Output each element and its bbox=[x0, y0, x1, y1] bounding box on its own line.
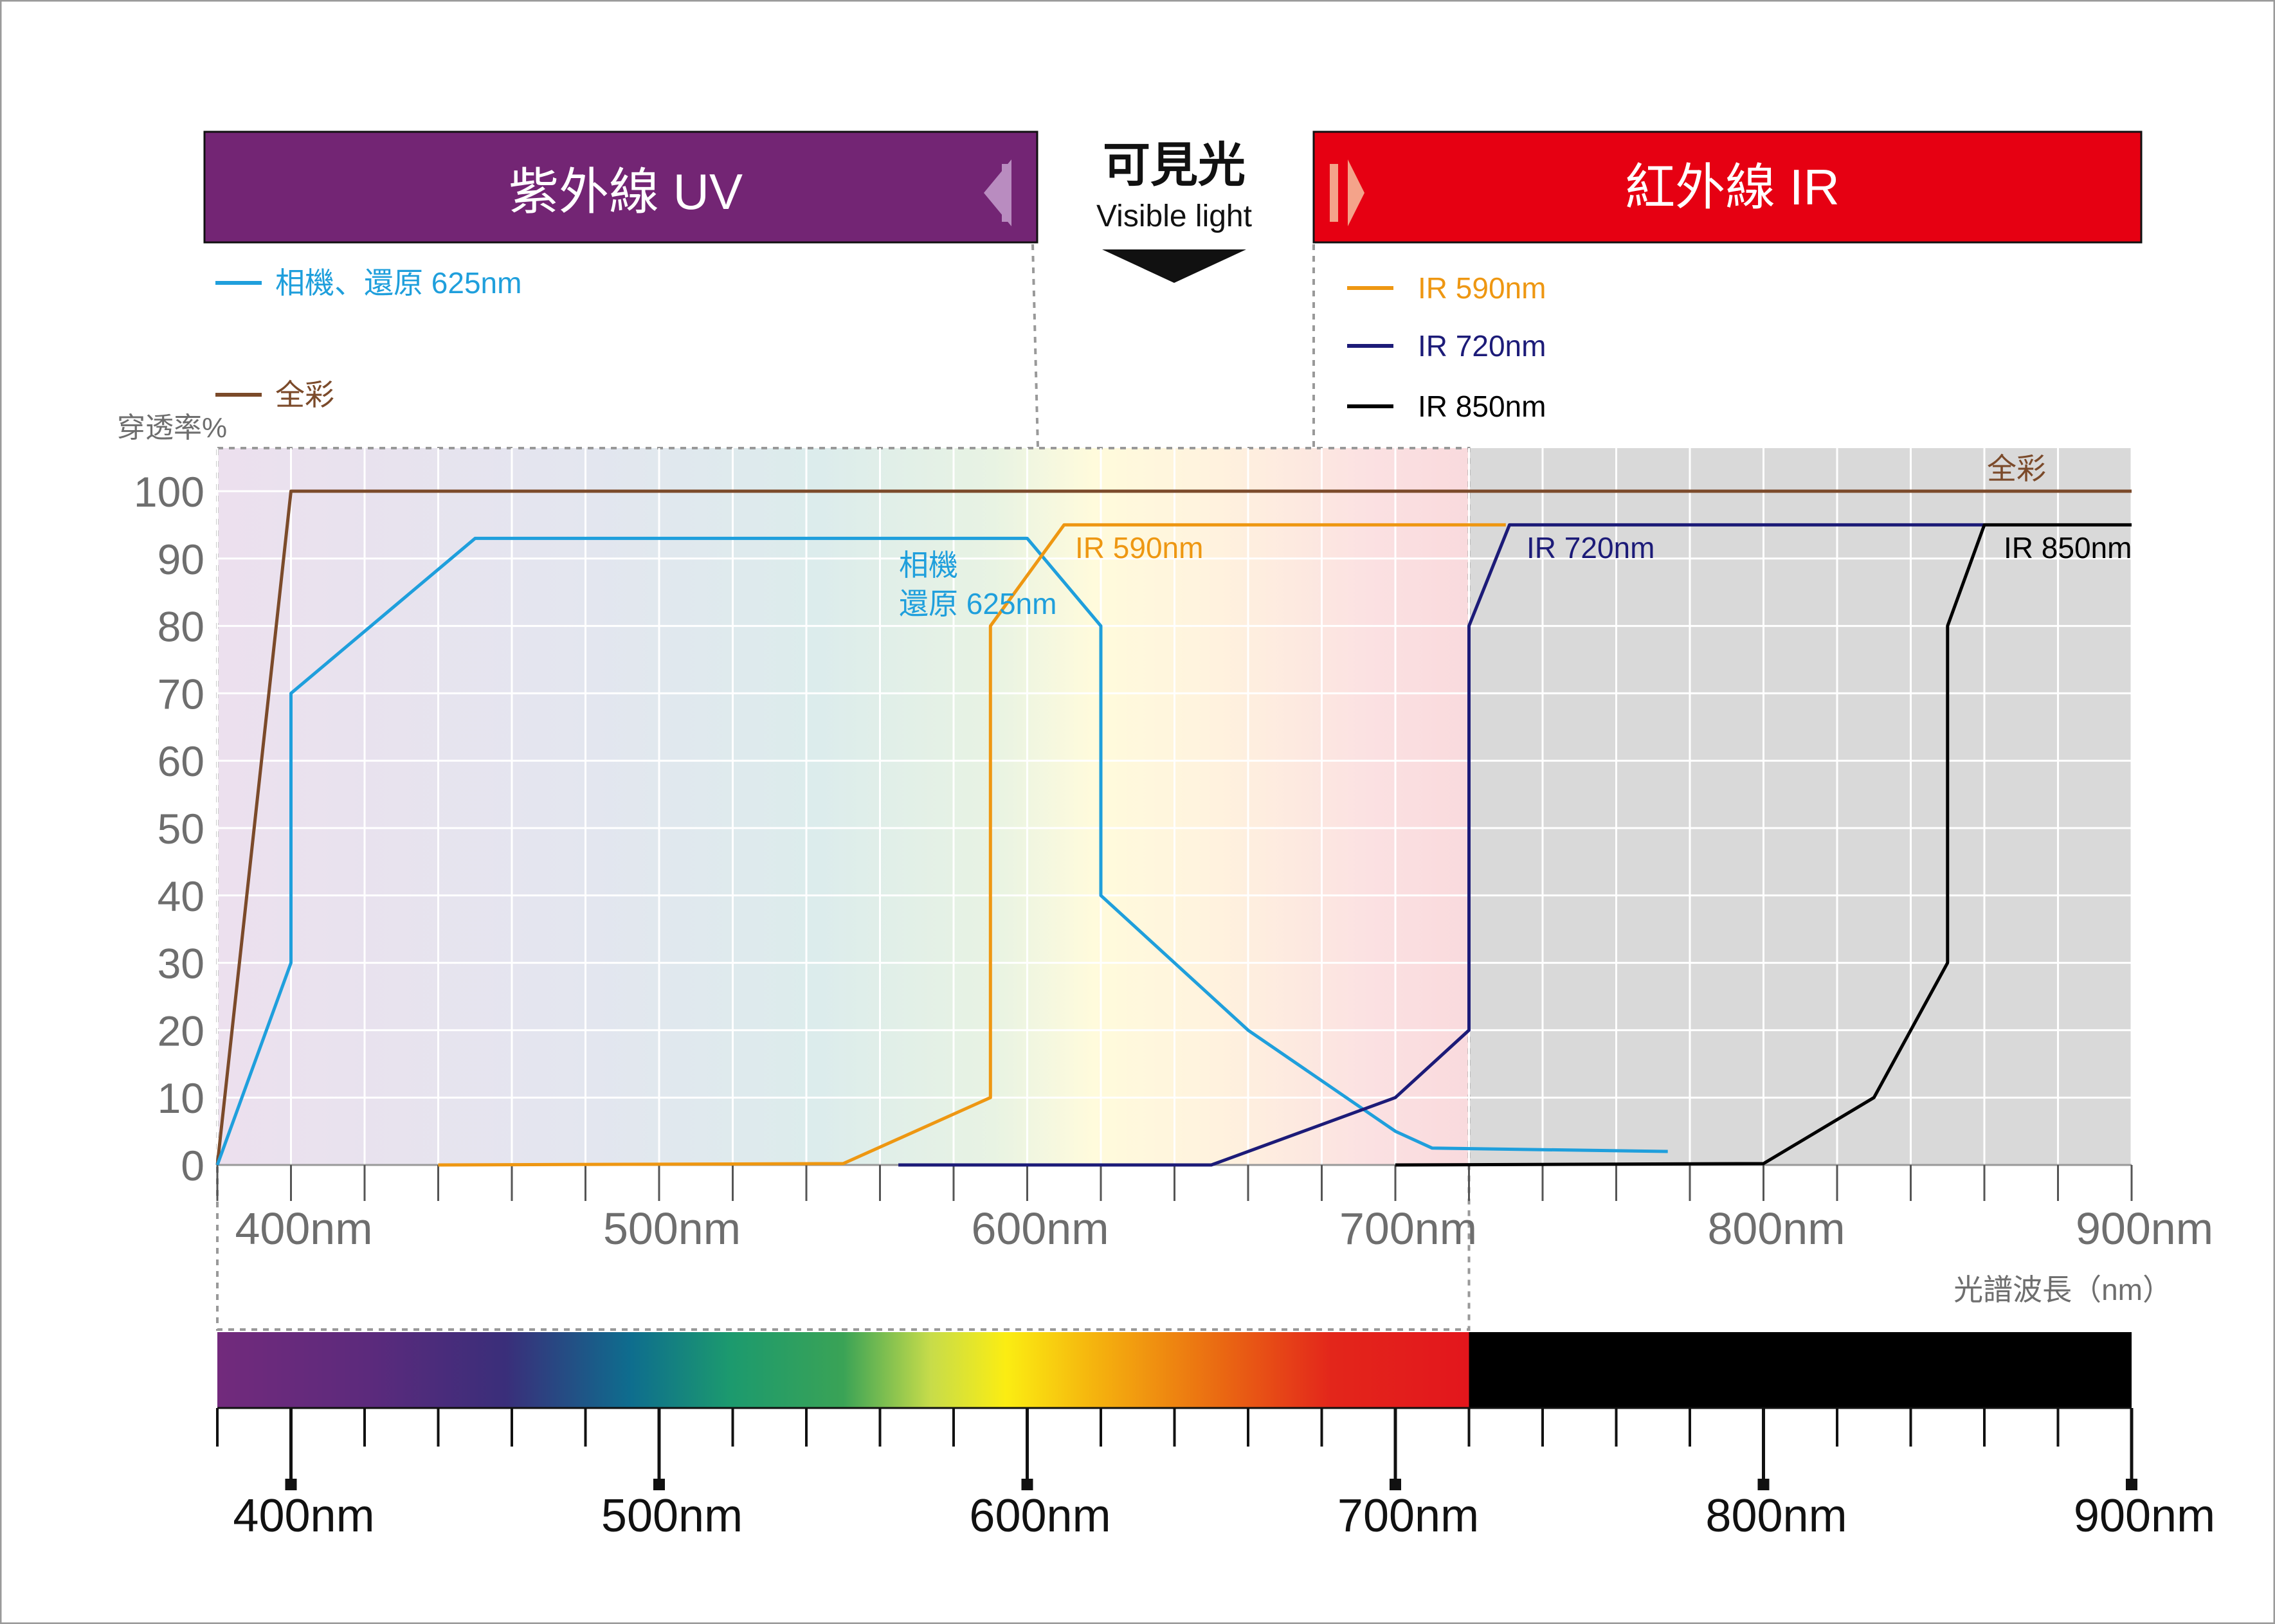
spectrum-bar-ir bbox=[1469, 1332, 2132, 1408]
legend-label: IR 590nm bbox=[1418, 271, 1546, 305]
spectrum-tick-marker bbox=[1757, 1479, 1770, 1490]
spectrum-tick-label: 400nm bbox=[233, 1490, 374, 1542]
uv-banner bbox=[203, 131, 1038, 244]
legend-item-ir720: IR 720nm bbox=[1347, 329, 1546, 363]
uv-banner-label: 紫外線 UV bbox=[509, 163, 743, 220]
series-line-camera_restore bbox=[215, 536, 1668, 1166]
axes: 0 10 20 30 40 50 60 70 80 90 100 400nm 500nm 600nm 700… bbox=[134, 468, 2213, 1254]
series-line-ir590 bbox=[438, 523, 1506, 1167]
y-tick-label: 100 bbox=[134, 468, 204, 516]
x-tick-label: 400nm bbox=[235, 1204, 372, 1254]
spectrum-tick-label: 500nm bbox=[601, 1490, 743, 1542]
y-tick-label: 50 bbox=[158, 805, 204, 853]
y-tick-label: 80 bbox=[158, 603, 204, 651]
ir-banner bbox=[1312, 131, 2143, 244]
y-tick-label: 40 bbox=[158, 872, 204, 920]
x-tick-label: 800nm bbox=[1707, 1204, 1845, 1254]
visible-light-subtitle: Visible light bbox=[1096, 199, 1252, 233]
series-label-ir850: IR 850nm bbox=[2004, 531, 2132, 564]
y-axis-label: 穿透率% bbox=[117, 412, 227, 444]
y-tick-label: 10 bbox=[158, 1074, 204, 1122]
series-label-ir590: IR 590nm bbox=[1075, 531, 1203, 564]
x-tick-label: 500nm bbox=[603, 1204, 741, 1254]
spectrum-tick-label: 700nm bbox=[1337, 1490, 1479, 1542]
visible-light-title: 可見光 bbox=[1103, 138, 1246, 192]
legend-item-ir850: IR 850nm bbox=[1347, 390, 1546, 423]
y-tick-label: 0 bbox=[181, 1142, 204, 1189]
x-tick-label: 600nm bbox=[971, 1204, 1109, 1254]
spectrum-tick-label: 600nm bbox=[969, 1490, 1110, 1542]
series-label-camera_restore: 相機 bbox=[899, 548, 958, 582]
spectrum-tick-marker bbox=[1021, 1479, 1033, 1490]
y-tick-label: 30 bbox=[158, 940, 204, 988]
visible-light-arrow-icon bbox=[1102, 249, 1246, 283]
ir-banner-label: 紅外線 IR bbox=[1625, 159, 1840, 215]
spectrum-ticks: 400nm 500nm 600nm 700nm 800nm 900nm bbox=[216, 1407, 2215, 1542]
y-tick-label: 90 bbox=[158, 536, 204, 583]
y-tick-label: 70 bbox=[158, 670, 204, 717]
series-line-full_color bbox=[215, 489, 2132, 1166]
x-tick-label: 700nm bbox=[1339, 1204, 1477, 1254]
spectrum-tick-label: 800nm bbox=[1705, 1490, 1847, 1542]
ir-region bbox=[1469, 448, 2132, 1165]
visible-region bbox=[217, 448, 1469, 1165]
legend-label: IR 850nm bbox=[1418, 390, 1546, 423]
spectrum-tick-marker bbox=[653, 1479, 665, 1490]
spectrum-tick-marker bbox=[2126, 1479, 2137, 1490]
legend-label: 相機、還原 625nm bbox=[275, 266, 521, 300]
legend-item-full_color: 全彩 bbox=[215, 378, 334, 411]
spectrum-tick-marker bbox=[285, 1479, 297, 1490]
ir-arrow-icon bbox=[1330, 159, 1364, 226]
y-tick-label: 20 bbox=[158, 1007, 204, 1054]
legend-item-ir590: IR 590nm bbox=[1347, 271, 1546, 305]
series bbox=[215, 489, 2132, 1167]
series-line-ir720 bbox=[898, 523, 1984, 1167]
spectrum-bar-visible bbox=[217, 1332, 1469, 1408]
series-label-camera_restore: 還原 625nm bbox=[899, 587, 1056, 620]
y-tick-label: 60 bbox=[158, 737, 204, 785]
spectrum-tick-label: 900nm bbox=[2074, 1490, 2215, 1542]
uv-arrow-icon bbox=[984, 159, 1011, 226]
legend-label: 全彩 bbox=[275, 378, 334, 411]
series-label-ir720: IR 720nm bbox=[1527, 531, 1654, 564]
legend-item-camera_restore: 相機、還原 625nm bbox=[215, 266, 521, 300]
legend: 相機、還原 625nm 全彩 IR 590nm IR 720nm IR 850nm bbox=[215, 266, 1546, 423]
x-axis-label: 光譜波長（nm） bbox=[1953, 1273, 2172, 1306]
x-tick-label: 900nm bbox=[2076, 1204, 2213, 1254]
spectrum-tick-marker bbox=[1390, 1479, 1401, 1490]
series-line-ir850 bbox=[1395, 523, 2132, 1167]
legend-label: IR 720nm bbox=[1418, 329, 1546, 363]
series-label-full_color: 全彩 bbox=[1987, 452, 2046, 485]
